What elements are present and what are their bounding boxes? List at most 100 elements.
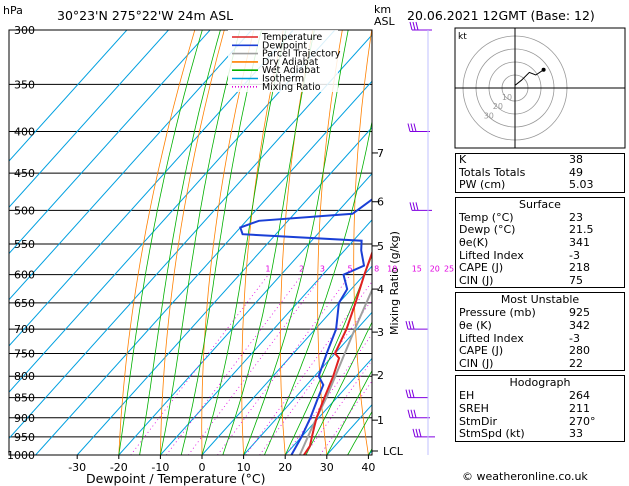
hodograph-row: SREH 211	[456, 401, 624, 416]
surface-label: Temp (°C)	[459, 210, 514, 224]
isotherm-line	[9, 30, 294, 347]
x-tick-label: -10	[151, 461, 169, 474]
unstable-label: Pressure (mb)	[459, 306, 536, 320]
surface-label: CIN (J)	[459, 273, 494, 287]
pressure-tick-label: 800	[14, 370, 35, 383]
wind-barb-flag	[409, 202, 413, 211]
hodograph-label: StmDir	[459, 414, 498, 428]
x-tick-label: 20	[278, 461, 292, 474]
km-tick-label: 2	[377, 369, 384, 382]
wind-barb-flag	[405, 320, 409, 330]
legend-label: Temperature	[261, 32, 322, 43]
x-tick-label: -30	[68, 461, 86, 474]
isotherm-line	[9, 30, 170, 208]
wind-barb-flag	[408, 320, 412, 330]
km-tick-label: 5	[377, 240, 384, 253]
mixing-ratio-label: 8	[374, 265, 379, 274]
x-tick-label: 0	[199, 461, 206, 474]
wet-adiabat-line	[305, 321, 372, 455]
surface-value: 75	[569, 273, 583, 287]
indices-table: K 38 Totals Totals 49 PW (cm) 5.03	[455, 153, 625, 193]
unstable-label: CIN (J)	[459, 356, 494, 370]
surface-value: -3	[569, 248, 580, 262]
hodograph-table: Hodograph EH 264 SREH 211 StmDir 270° StmSpd (…	[455, 375, 625, 442]
surface-table: Surface Temp (°C) 23 Dewp (°C) 21.5 θe(K) 341…	[455, 196, 625, 289]
hodograph-ring-label: 10	[502, 93, 512, 102]
wind-barb-flag	[410, 123, 414, 132]
pressure-tick-label: 400	[14, 126, 35, 139]
asl-unit-label: ASL	[374, 15, 396, 28]
temperature-line	[303, 250, 372, 455]
wind-barb-flag	[415, 202, 419, 211]
km-tick-label: 3	[377, 326, 384, 339]
x-tick-label: 10	[237, 461, 251, 474]
hodograph-value: 33	[569, 427, 583, 441]
x-axis-label: Dewpoint / Temperature (°C)	[86, 471, 265, 486]
unstable-row: Lifted Index -3	[456, 332, 624, 346]
surface-value: 21.5	[569, 223, 594, 237]
mixing-ratio-label: 5	[347, 265, 352, 274]
pressure-tick-label: 650	[14, 297, 35, 310]
pressure-tick-label: 300	[14, 24, 35, 37]
indices-label: K	[459, 153, 467, 166]
hodograph-row: StmSpd (kt) 33	[456, 427, 624, 441]
legend-label: Dry Adiabat	[262, 57, 319, 68]
isotherm-line	[118, 172, 372, 455]
surface-row: θe(K) 341	[456, 235, 624, 250]
unstable-row: CAPE (J) 280	[456, 345, 624, 358]
km-tick-label: 6	[377, 196, 384, 209]
isotherm-line	[35, 80, 372, 455]
pressure-tick-label: 700	[14, 323, 35, 336]
surface-value: 218	[569, 261, 590, 275]
hodograph-value: 211	[569, 401, 590, 415]
unstable-value: 342	[569, 318, 590, 332]
stats-panel: K 38 Totals Totals 49 PW (cm) 5.03 Surface Te…	[455, 153, 625, 446]
hodograph-storm-marker	[541, 67, 546, 72]
legend-label: Parcel Trajectory	[262, 49, 341, 60]
hodograph-label: EH	[459, 389, 475, 403]
wind-barb-flag	[409, 21, 413, 31]
lcl-label: LCL	[383, 445, 404, 458]
hodograph-label: StmSpd (kt)	[459, 427, 525, 441]
wind-barb-flag	[415, 428, 419, 438]
surface-label: CAPE (J)	[459, 261, 504, 275]
legend-background	[228, 30, 338, 92]
indices-label: PW (cm)	[459, 178, 506, 192]
legend-label: Isotherm	[262, 74, 304, 85]
pressure-tick-label: 550	[14, 238, 35, 251]
wind-barb-flag	[418, 428, 422, 438]
indices-label: Totals Totals	[459, 165, 526, 179]
x-tick-label: 30	[320, 461, 334, 474]
isotherm-line	[9, 34, 372, 440]
hodograph-unit-label: kt	[458, 32, 467, 42]
surface-title: Surface	[519, 197, 561, 211]
pressure-tick-label: 950	[14, 431, 35, 444]
pressure-tick-label: 900	[14, 412, 35, 425]
surface-value: 341	[569, 235, 590, 249]
unstable-row: Pressure (mb) 925	[456, 307, 624, 320]
mixing-ratio-label: 3	[320, 265, 325, 274]
wind-barb-flag	[412, 428, 416, 438]
isotherm-line	[9, 30, 336, 393]
surface-row: Temp (°C) 23	[456, 210, 624, 225]
mixing-ratio-label: 10	[387, 265, 397, 274]
wind-barb-flag	[411, 389, 415, 398]
unstable-row: CIN (J) 22	[456, 356, 624, 371]
hodograph-row: EH 264	[456, 390, 624, 403]
wind-barb-flag	[412, 21, 416, 31]
wind-barb-flag	[413, 409, 417, 418]
unstable-value: 925	[569, 306, 590, 320]
pressure-tick-label: 350	[14, 78, 35, 91]
wind-barb-flag	[408, 389, 412, 398]
surface-row: Dewp (°C) 21.5	[456, 224, 624, 237]
site-credit[interactable]: © weatheronline.co.uk	[462, 470, 588, 483]
unstable-label: CAPE (J)	[459, 344, 504, 358]
dry-adiabat-line	[159, 30, 225, 455]
mixing-ratio-line	[187, 274, 324, 455]
legend-label: Mixing Ratio	[262, 82, 321, 93]
hpa-unit-label: hPa	[3, 4, 23, 17]
wind-barb-flag	[405, 389, 409, 398]
surface-label: θe(K)	[459, 235, 489, 249]
unstable-label: θe (K)	[459, 318, 492, 332]
